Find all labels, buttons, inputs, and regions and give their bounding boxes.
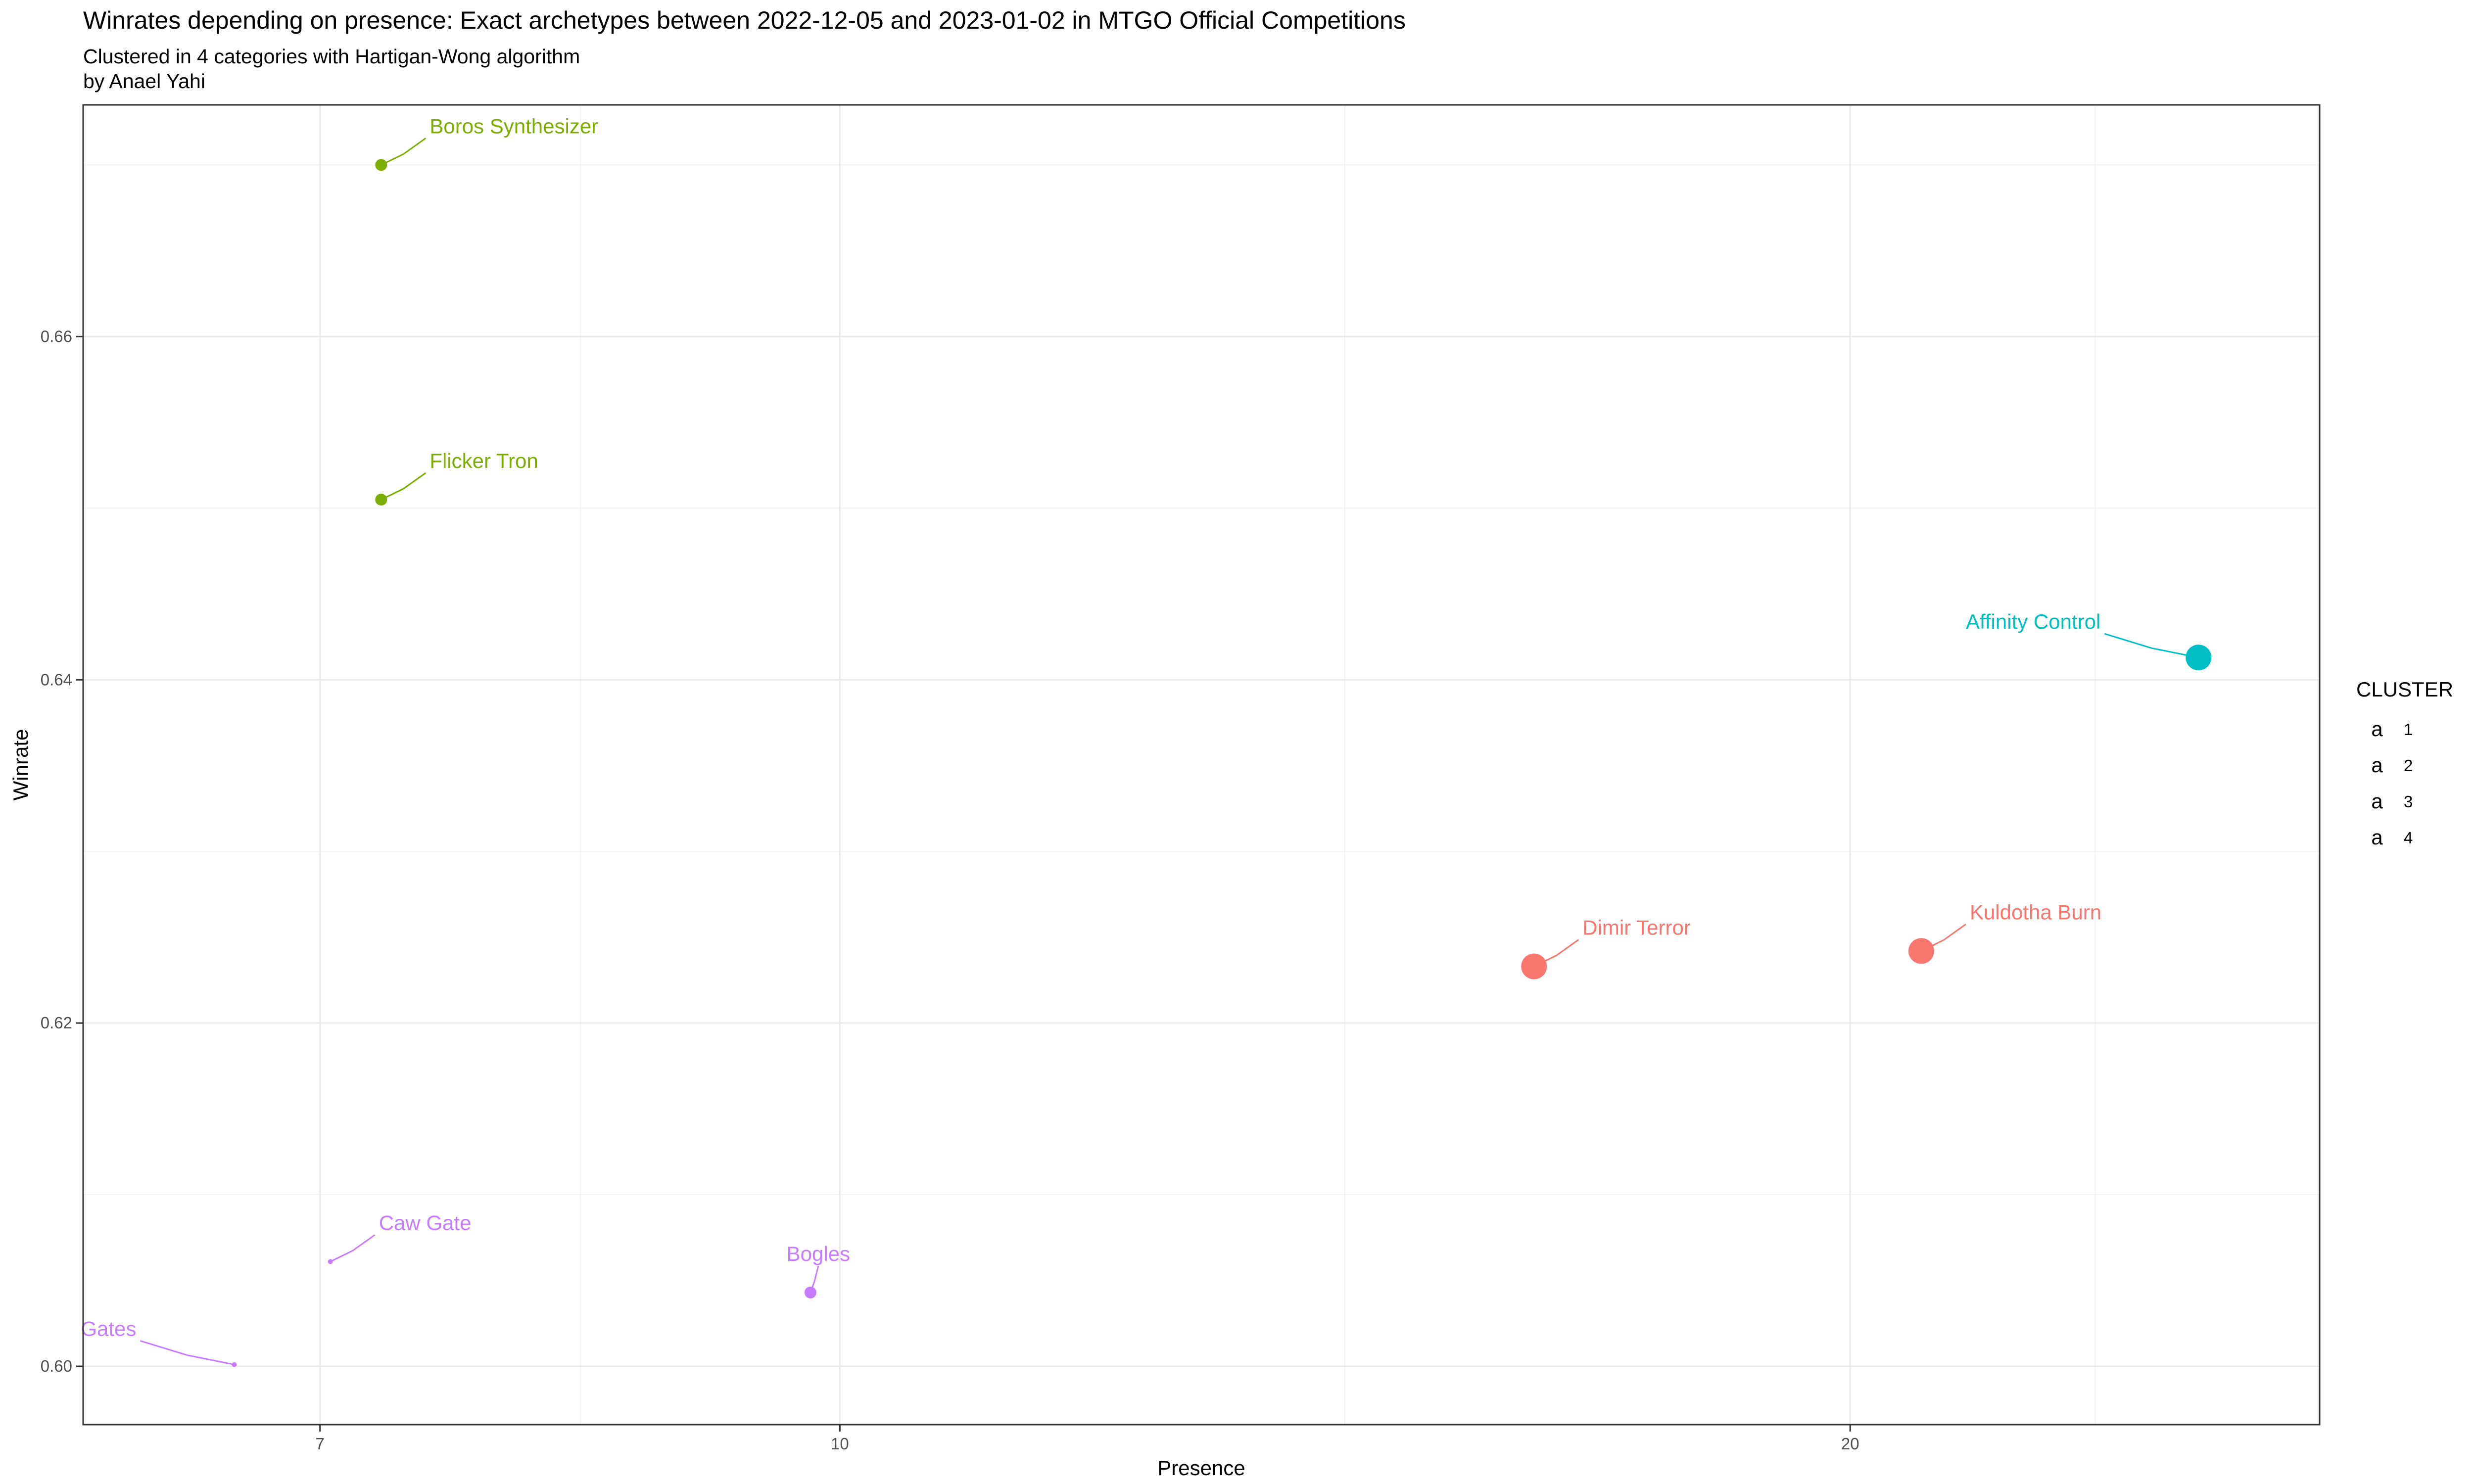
leader-line-end bbox=[403, 138, 427, 155]
data-point bbox=[375, 159, 387, 171]
legend: CLUSTER a 1 a 2 a 3 a 4 bbox=[2356, 678, 2453, 849]
chart-title: Winrates depending on presence: Exact ar… bbox=[83, 6, 1406, 34]
x-axis-ticks: 7 10 20 bbox=[316, 1425, 1859, 1453]
leader-line-end bbox=[352, 1234, 376, 1252]
data-point-label: Boros Synthesizer bbox=[429, 114, 598, 138]
legend-key-glyph: a bbox=[2371, 789, 2383, 813]
label-leader-lines bbox=[140, 138, 2199, 1366]
minor-gridlines bbox=[83, 105, 2320, 1425]
y-axis-title: Winrate bbox=[9, 729, 32, 801]
y-tick-label: 0.60 bbox=[41, 1357, 72, 1375]
data-point-label: Flicker Tron bbox=[429, 449, 538, 472]
legend-entry-label: 2 bbox=[2404, 756, 2413, 775]
data-point-label: Dimir Terror bbox=[1582, 916, 1691, 939]
data-point-label: Gates bbox=[81, 1317, 136, 1341]
data-point bbox=[1521, 953, 1547, 979]
leader-line-end bbox=[1556, 939, 1579, 956]
plot-border bbox=[82, 104, 2321, 1426]
legend-key-glyph: a bbox=[2371, 753, 2383, 777]
x-tick-label: 20 bbox=[1841, 1435, 1859, 1453]
data-point bbox=[375, 493, 387, 506]
chart-subtitle: Clustered in 4 categories with Hartigan-… bbox=[83, 45, 580, 68]
data-point bbox=[1908, 938, 1934, 964]
data-point-label: Bogles bbox=[787, 1242, 850, 1265]
x-tick-label: 7 bbox=[316, 1435, 325, 1453]
leader-line bbox=[330, 1250, 353, 1262]
data-point-labels: Boros Synthesizer Flicker Tron Affinity Co… bbox=[81, 114, 2101, 1340]
legend-entry-label: 1 bbox=[2404, 720, 2413, 739]
data-point bbox=[328, 1259, 333, 1264]
leader-line-end bbox=[2104, 633, 2152, 649]
data-point bbox=[804, 1286, 816, 1298]
data-points bbox=[232, 159, 2212, 1367]
y-tick-label: 0.66 bbox=[41, 327, 72, 345]
y-tick-label: 0.62 bbox=[41, 1014, 72, 1032]
major-gridlines bbox=[83, 105, 2320, 1425]
legend-entry-label: 3 bbox=[2404, 792, 2413, 811]
x-tick-label: 10 bbox=[831, 1435, 849, 1453]
legend-key-glyph: a bbox=[2371, 717, 2383, 741]
legend-entry-label: 4 bbox=[2404, 829, 2413, 847]
data-point-label: Caw Gate bbox=[379, 1211, 472, 1234]
data-point bbox=[232, 1362, 237, 1367]
chart-author: by Anael Yahi bbox=[83, 70, 205, 93]
y-tick-label: 0.64 bbox=[41, 670, 72, 689]
data-point bbox=[2186, 645, 2212, 671]
x-axis-title: Presence bbox=[1157, 1456, 1245, 1480]
leader-line-end bbox=[813, 1265, 819, 1282]
leader-line-end bbox=[403, 472, 427, 490]
data-point-label: Affinity Control bbox=[1966, 610, 2100, 633]
legend-title: CLUSTER bbox=[2356, 678, 2453, 701]
leader-line-end bbox=[140, 1340, 188, 1356]
leader-line bbox=[187, 1354, 235, 1366]
legend-key-glyph: a bbox=[2371, 826, 2383, 849]
plot-panel bbox=[83, 105, 2320, 1425]
data-point-label: Kuldotha Burn bbox=[1970, 900, 2101, 924]
y-axis-ticks: 0.60 0.62 0.64 0.66 bbox=[41, 327, 83, 1375]
leader-line-end bbox=[1943, 924, 1966, 941]
